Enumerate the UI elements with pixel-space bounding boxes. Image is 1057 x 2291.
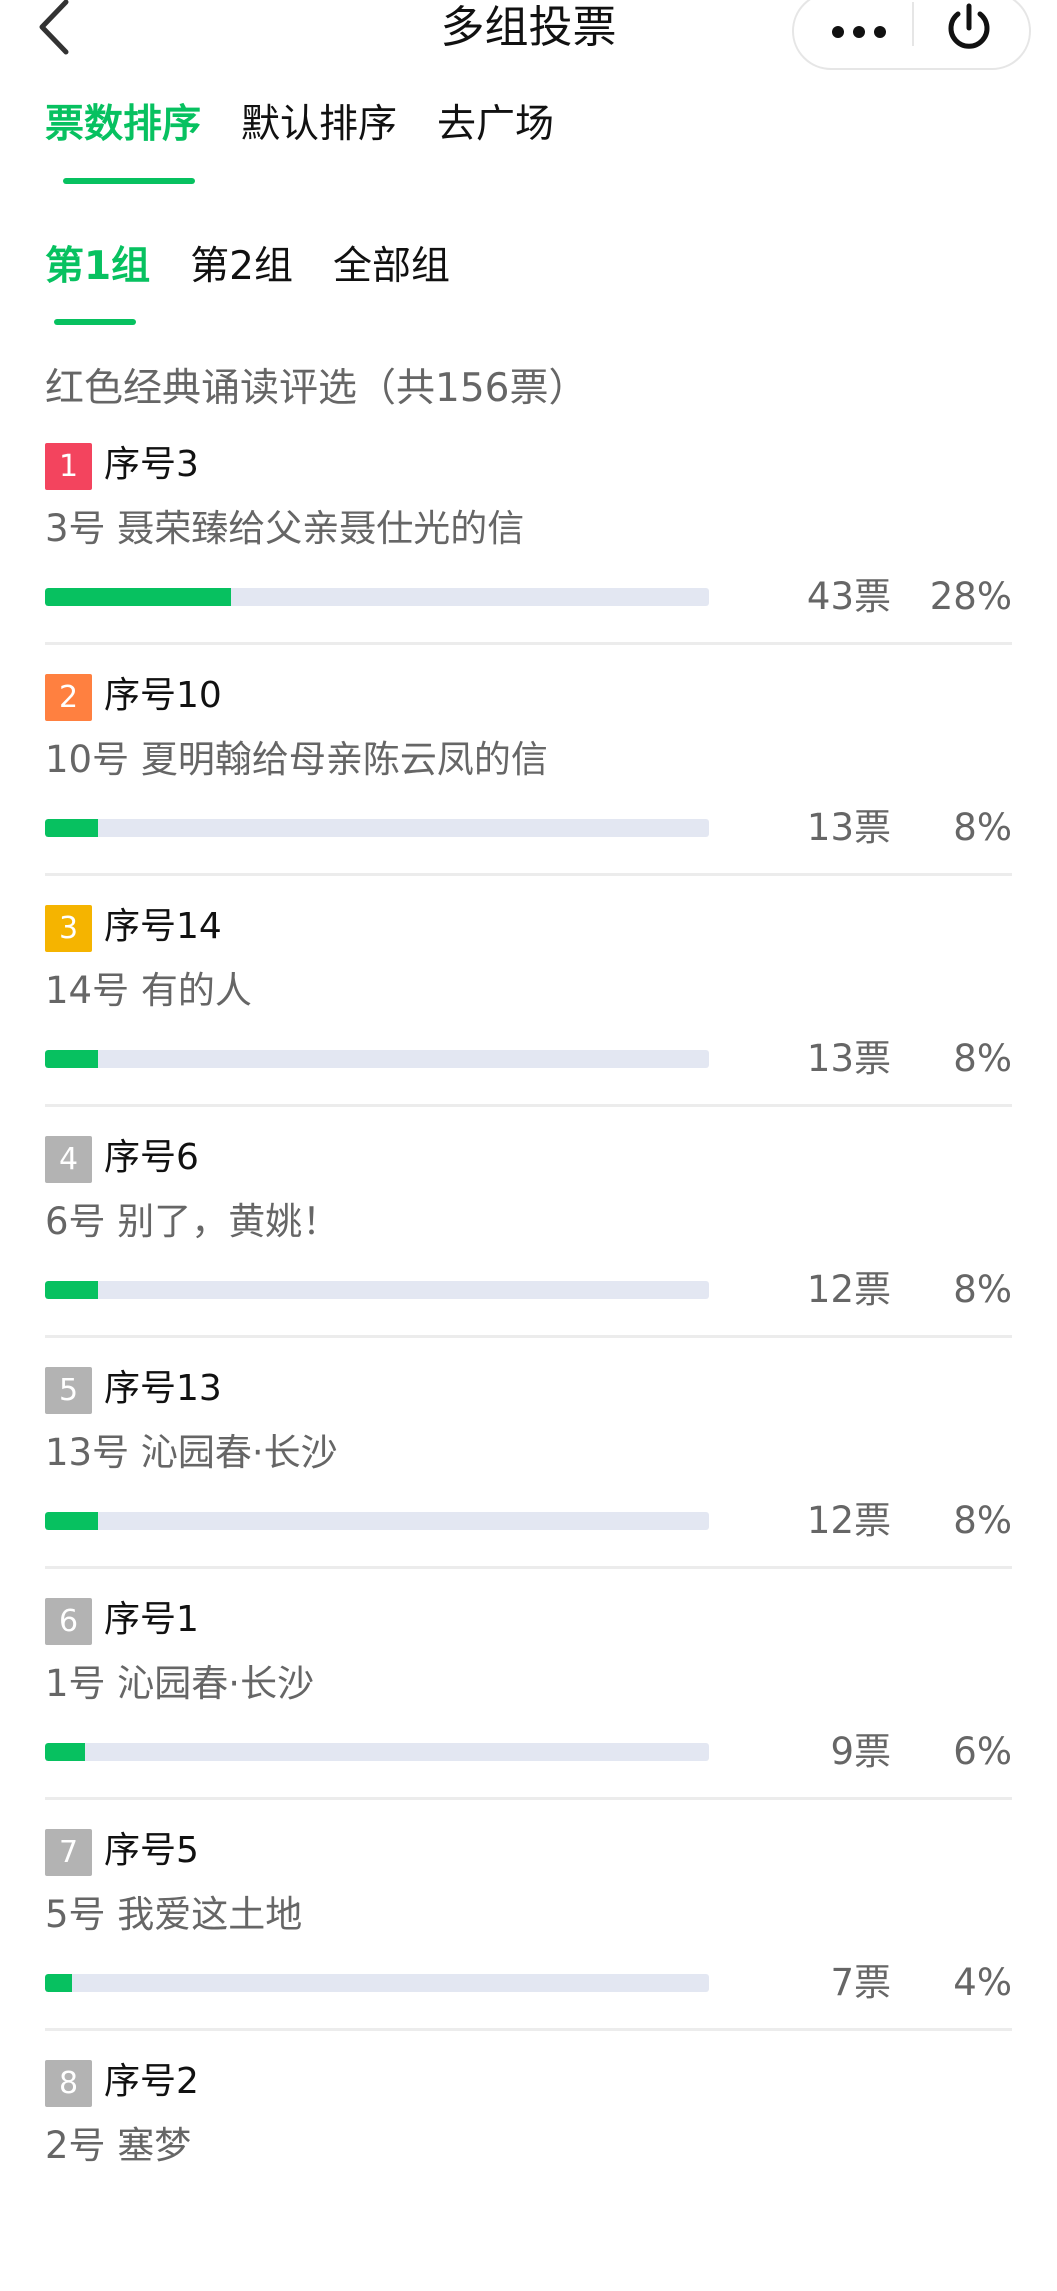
rank-badge: 4	[45, 1136, 92, 1183]
nav-bar: 多组投票	[0, 0, 1057, 80]
vote-percent: 28%	[929, 575, 1012, 618]
vote-percent: 8%	[953, 1268, 1012, 1311]
vote-progress-fill	[45, 1512, 99, 1530]
item-name: 2号 塞梦	[45, 2124, 192, 2167]
item-name: 13号 沁园春·长沙	[45, 1431, 338, 1474]
vote-count: 12票	[806, 1499, 891, 1542]
list-item[interactable]: 7 序号5 5号 我爱这土地 7票 4%	[45, 1829, 1012, 2060]
item-label: 序号1	[104, 1599, 199, 1640]
item-name: 14号 有的人	[45, 969, 252, 1012]
divider	[45, 1566, 1012, 1569]
power-icon[interactable]	[939, 0, 999, 56]
item-label: 序号3	[104, 444, 199, 485]
vote-progress-bar	[45, 588, 709, 606]
sort-tabs: 票数排序 默认排序 去广场	[45, 100, 594, 150]
rank-badge: 2	[45, 674, 92, 721]
list-item[interactable]: 2 序号10 10号 夏明翰给母亲陈云凤的信 13票 8%	[45, 674, 1012, 905]
vote-progress-fill	[45, 1974, 72, 1992]
tab-group-1[interactable]: 第1组	[45, 244, 151, 289]
list-item[interactable]: 4 序号6 6号 别了，黄姚！ 12票 8%	[45, 1136, 1012, 1367]
list-item[interactable]: 3 序号14 14号 有的人 13票 8%	[45, 905, 1012, 1136]
item-label: 序号10	[104, 675, 222, 716]
vote-percent: 6%	[953, 1730, 1012, 1773]
vote-progress-bar	[45, 1050, 709, 1068]
candidate-list: 1 序号3 3号 聂荣臻给父亲聂仕光的信 43票 28% 2 序号10 10号 …	[45, 443, 1012, 2291]
page-title: 多组投票	[440, 2, 617, 53]
vote-count: 13票	[806, 806, 891, 849]
vote-count: 9票	[830, 1730, 891, 1773]
list-item[interactable]: 6 序号1 1号 沁园春·长沙 9票 6%	[45, 1598, 1012, 1829]
item-label: 序号5	[104, 1830, 199, 1871]
divider	[45, 1335, 1012, 1338]
vote-count: 43票	[806, 575, 891, 618]
vote-percent: 8%	[953, 1037, 1012, 1080]
rank-badge: 3	[45, 905, 92, 952]
list-item[interactable]: 5 序号13 13号 沁园春·长沙 12票 8%	[45, 1367, 1012, 1598]
item-name: 5号 我爱这土地	[45, 1893, 303, 1936]
item-label: 序号2	[104, 2061, 199, 2102]
divider	[45, 2028, 1012, 2031]
item-label: 序号6	[104, 1137, 199, 1178]
item-name: 10号 夏明翰给母亲陈云凤的信	[45, 738, 548, 781]
rank-badge: 7	[45, 1829, 92, 1876]
vote-progress-fill	[45, 1050, 99, 1068]
item-name: 1号 沁园春·长沙	[45, 1662, 315, 1705]
item-label: 序号13	[104, 1368, 222, 1409]
rank-badge: 6	[45, 1598, 92, 1645]
tab-all-groups[interactable]: 全部组	[332, 244, 450, 289]
vote-progress-fill	[45, 588, 231, 606]
rank-badge: 8	[45, 2060, 92, 2107]
vote-count: 13票	[806, 1037, 891, 1080]
vote-count: 12票	[806, 1268, 891, 1311]
group-tabs: 第1组 第2组 全部组	[45, 242, 490, 292]
vote-percent: 4%	[953, 1961, 1012, 2004]
group-tab-indicator	[54, 319, 136, 325]
vote-percent: 8%	[953, 806, 1012, 849]
list-item[interactable]: 8 序号2 2号 塞梦	[45, 2060, 1012, 2291]
item-name: 6号 别了，黄姚！	[45, 1200, 340, 1243]
list-item[interactable]: 1 序号3 3号 聂荣臻给父亲聂仕光的信 43票 28%	[45, 443, 1012, 674]
item-name: 3号 聂荣臻给父亲聂仕光的信	[45, 507, 525, 550]
vote-percent: 8%	[953, 1499, 1012, 1542]
rank-badge: 1	[45, 443, 92, 490]
vote-progress-fill	[45, 1281, 99, 1299]
vote-progress-bar	[45, 1974, 709, 1992]
tab-default-sort[interactable]: 默认排序	[241, 102, 398, 147]
vote-progress-bar	[45, 1512, 709, 1530]
divider	[45, 873, 1012, 876]
chevron-left-icon[interactable]	[30, 0, 80, 60]
tab-square[interactable]: 去广场	[437, 102, 555, 147]
vote-progress-bar	[45, 819, 709, 837]
vote-progress-fill	[45, 1743, 85, 1761]
vote-count: 7票	[830, 1961, 891, 2004]
sort-tab-indicator	[63, 178, 195, 184]
capsule-divider	[912, 2, 914, 46]
vote-progress-bar	[45, 1281, 709, 1299]
vote-progress-fill	[45, 819, 99, 837]
divider	[45, 1104, 1012, 1107]
divider	[45, 1797, 1012, 1800]
rank-badge: 5	[45, 1367, 92, 1414]
tab-vote-sort[interactable]: 票数排序	[45, 102, 202, 147]
tab-group-2[interactable]: 第2组	[190, 244, 293, 289]
more-dots-icon[interactable]	[824, 12, 894, 52]
poll-title: 红色经典诵读评选（共156票）	[45, 366, 588, 411]
item-label: 序号14	[104, 906, 222, 947]
vote-progress-bar	[45, 1743, 709, 1761]
divider	[45, 642, 1012, 645]
mini-program-capsule	[792, 0, 1031, 70]
